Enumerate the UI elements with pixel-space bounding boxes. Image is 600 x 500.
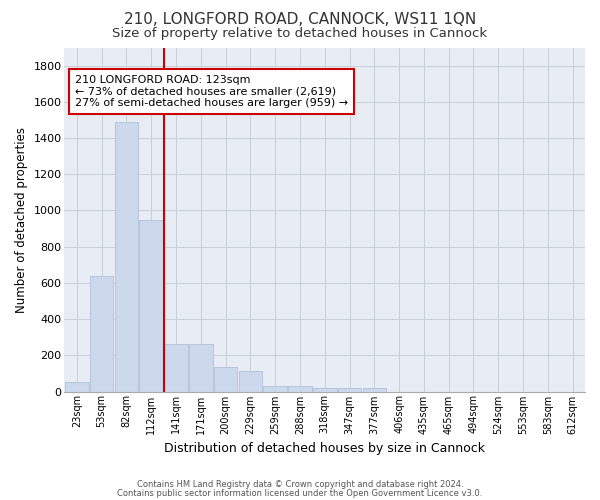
Text: Contains HM Land Registry data © Crown copyright and database right 2024.: Contains HM Land Registry data © Crown c… — [137, 480, 463, 489]
Bar — [239, 370, 262, 392]
Text: Contains public sector information licensed under the Open Government Licence v3: Contains public sector information licen… — [118, 488, 482, 498]
Bar — [115, 122, 138, 392]
Bar — [338, 388, 361, 392]
Bar — [65, 382, 89, 392]
Bar — [313, 388, 337, 392]
Text: 210, LONGFORD ROAD, CANNOCK, WS11 1QN: 210, LONGFORD ROAD, CANNOCK, WS11 1QN — [124, 12, 476, 28]
Bar — [214, 367, 238, 392]
Y-axis label: Number of detached properties: Number of detached properties — [15, 126, 28, 312]
Bar — [139, 220, 163, 392]
Text: Size of property relative to detached houses in Cannock: Size of property relative to detached ho… — [112, 28, 488, 40]
Bar — [362, 388, 386, 392]
Bar — [189, 344, 212, 392]
Bar — [288, 386, 312, 392]
X-axis label: Distribution of detached houses by size in Cannock: Distribution of detached houses by size … — [164, 442, 485, 455]
Bar — [263, 386, 287, 392]
Bar — [90, 276, 113, 392]
Bar — [164, 344, 188, 392]
Text: 210 LONGFORD ROAD: 123sqm
← 73% of detached houses are smaller (2,619)
27% of se: 210 LONGFORD ROAD: 123sqm ← 73% of detac… — [75, 75, 348, 108]
